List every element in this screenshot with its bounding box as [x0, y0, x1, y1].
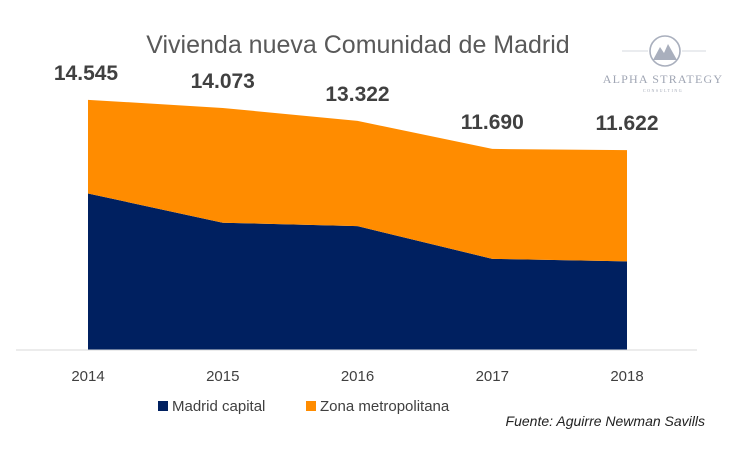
legend-swatch-madrid-capital	[158, 401, 168, 411]
legend: Madrid capital Zona metropolitana	[158, 398, 450, 415]
total-data-label: 14.073	[191, 70, 255, 93]
logo-name: ALPHA STRATEGY	[603, 72, 723, 86]
x-tick-label: 2018	[610, 368, 643, 385]
legend-swatch-zona-metropolitana	[306, 401, 316, 411]
plot-area	[88, 99, 627, 350]
x-tick-label: 2016	[341, 368, 374, 385]
total-data-label: 13.322	[325, 83, 389, 106]
chart-title: Vivienda nueva Comunidad de Madrid	[146, 31, 569, 59]
logo-subtitle: CONSULTING	[643, 88, 683, 93]
legend-label-madrid-capital: Madrid capital	[172, 398, 265, 415]
x-axis-ticks: 2014 2015 2016 2017 2018	[71, 368, 643, 385]
legend-label-zona-metropolitana: Zona metropolitana	[320, 398, 450, 415]
total-data-label: 14.545	[54, 62, 119, 85]
source-note: Fuente: Aguirre Newman Savills	[506, 413, 705, 429]
total-data-label: 11.622	[595, 112, 658, 135]
logo-mountain-icon	[653, 44, 677, 60]
company-logo: ALPHA STRATEGY CONSULTING	[603, 35, 723, 93]
x-tick-label: 2017	[476, 368, 509, 385]
area-series-madrid-capital	[88, 193, 627, 350]
x-tick-label: 2014	[71, 368, 104, 385]
total-data-label: 11.690	[461, 111, 524, 134]
x-tick-label: 2015	[206, 368, 239, 385]
area-series-zona-metropolitana	[88, 99, 627, 262]
logo-ring-icon	[649, 35, 681, 67]
total-labels: 14.545 14.073 13.322 11.690 11.622	[54, 62, 659, 135]
